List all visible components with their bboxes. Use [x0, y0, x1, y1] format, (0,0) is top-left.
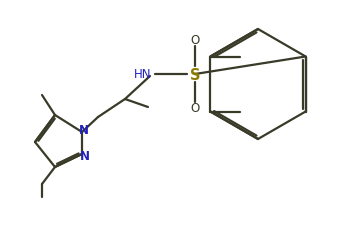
Text: N: N: [79, 124, 89, 137]
Text: S: S: [190, 67, 200, 82]
Text: HN: HN: [133, 68, 151, 81]
Text: O: O: [190, 102, 200, 115]
Text: O: O: [190, 34, 200, 47]
Text: N: N: [80, 150, 90, 163]
